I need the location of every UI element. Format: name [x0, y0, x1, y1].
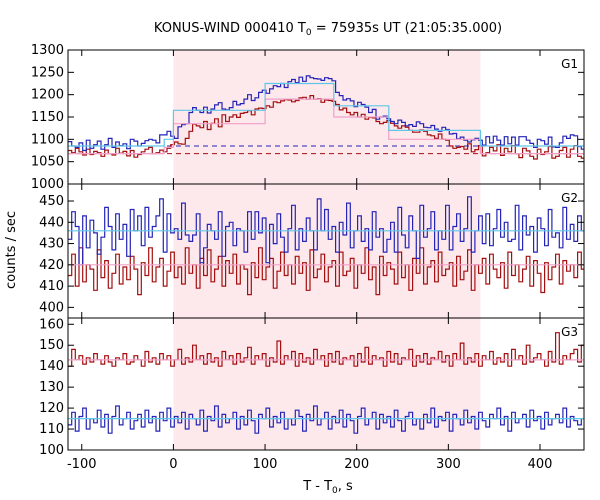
y-tick-label-g3-110: 110: [39, 422, 64, 437]
shaded-interval-g1: [173, 50, 481, 184]
chart-title-subscript: 0: [306, 28, 312, 38]
y-tick-label-g1-1300: 1300: [31, 43, 64, 58]
series-blue-g2: [68, 196, 584, 266]
panel-g1: 1000 1050 1100 1150 1200 1250 1300 G1: [31, 43, 585, 192]
series-red-g2: [68, 247, 584, 296]
y-axis-title: counts / sec: [4, 211, 19, 289]
panel-g3-frame: [67, 317, 585, 451]
y-tick-label-g1-1100: 1100: [31, 132, 64, 147]
y-tick-label-g3-100: 100: [39, 443, 64, 458]
panel-label-g2: G2: [561, 191, 578, 205]
x-axis-title-rest: , s: [338, 479, 353, 494]
chart-title-rest: = 75935s UT (21:05:35.000): [312, 21, 502, 36]
y-tick-label-g1-1150: 1150: [31, 110, 64, 125]
panel-g2: 400 410 420 430 440 450 G2: [39, 183, 585, 319]
y-tick-label-g2-440: 440: [39, 215, 64, 230]
y-tick-label-g3-160: 160: [39, 317, 64, 332]
x-tick-label-0: 0: [169, 457, 177, 472]
shaded-interval-g2: [173, 184, 481, 318]
series-red-g3: [68, 332, 584, 367]
panel-label-g3: G3: [561, 325, 578, 339]
y-tick-label-g3-140: 140: [39, 359, 64, 374]
y-tick-label-g3-150: 150: [39, 338, 64, 353]
fit-pink-g1: [68, 98, 584, 155]
y-tick-label-g3-120: 120: [39, 401, 64, 416]
x-axis-title: T - T0, s: [302, 479, 353, 496]
series-blue-g1: [68, 75, 584, 152]
shaded-interval-g3: [173, 318, 481, 450]
y-tick-label-g1-1050: 1050: [31, 155, 64, 170]
y-tick-label-g2-400: 400: [39, 300, 64, 315]
x-tick-label-400: 400: [528, 457, 553, 472]
fit-light-blue-g1: [68, 82, 584, 147]
x-axis-title-main: T - T: [302, 479, 332, 494]
panel-g2-plot-area: [68, 196, 584, 296]
panel-label-g1: G1: [561, 57, 578, 71]
y-tick-label-g2-420: 420: [39, 258, 64, 273]
x-tick-label-100: 100: [253, 457, 278, 472]
chart-title-main: KONUS-WIND 000410 T: [154, 21, 306, 36]
panels-group: 1000105011001150120012501300G14004104204…: [31, 43, 585, 472]
series-blue-g3: [68, 405, 584, 434]
chart-title: KONUS-WIND 000410 T0 = 75935s UT (21:05:…: [154, 21, 502, 38]
y-tick-label-g3-130: 130: [39, 380, 64, 395]
x-tick-label-200: 200: [344, 457, 369, 472]
y-tick-label-g2-450: 450: [39, 194, 64, 209]
y-tick-label-g1-1200: 1200: [31, 88, 64, 103]
x-axis-title-subscript: 0: [332, 486, 338, 496]
panel-g3: 100 110 120 130 140 150 160 G3: [39, 317, 585, 458]
y-tick-label-g2-410: 410: [39, 279, 64, 294]
y-tick-label-g2-430: 430: [39, 237, 64, 252]
x-tick-label-300: 300: [436, 457, 461, 472]
panel-g3-plot-area: [68, 332, 584, 434]
panel-g1-plot-area: [68, 75, 584, 160]
y-tick-label-g1-1250: 1250: [31, 65, 64, 80]
x-tick-label--100: -100: [67, 457, 97, 472]
y-tick-label-g1-1000: 1000: [31, 177, 64, 192]
